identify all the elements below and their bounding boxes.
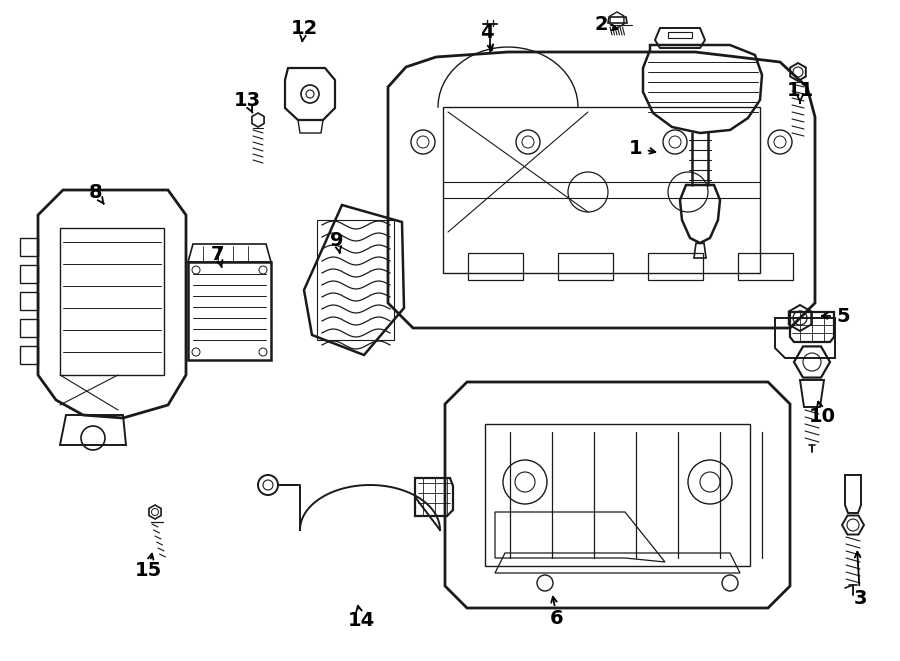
Text: 2: 2 xyxy=(594,15,608,34)
Text: 13: 13 xyxy=(233,91,261,110)
Text: 4: 4 xyxy=(481,22,494,42)
Text: 12: 12 xyxy=(291,19,318,38)
Text: 6: 6 xyxy=(550,609,563,627)
Text: 9: 9 xyxy=(330,231,344,249)
Text: 11: 11 xyxy=(787,81,814,100)
Text: 1: 1 xyxy=(629,139,643,157)
Text: 5: 5 xyxy=(836,307,850,325)
Text: 8: 8 xyxy=(89,184,103,202)
Text: 15: 15 xyxy=(134,561,162,580)
Text: 7: 7 xyxy=(212,245,225,264)
Text: 10: 10 xyxy=(808,407,835,426)
Text: 14: 14 xyxy=(347,611,374,631)
Text: 3: 3 xyxy=(853,588,867,607)
